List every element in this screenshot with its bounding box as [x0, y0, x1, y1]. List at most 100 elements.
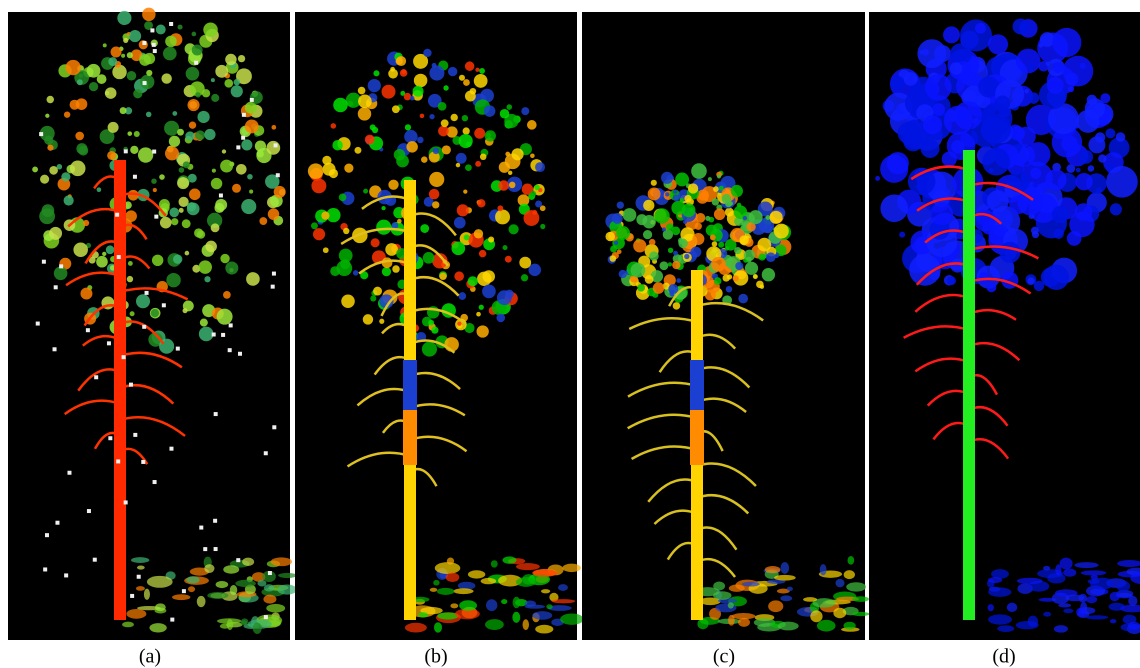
ground-point [848, 556, 855, 565]
crown-point [197, 111, 209, 123]
crown-point [753, 274, 758, 279]
crown-point [1010, 126, 1025, 141]
crown-point [943, 26, 960, 43]
crown-point [456, 163, 460, 167]
crown-point [983, 78, 988, 83]
crown-point [195, 130, 205, 140]
crown-point [185, 131, 194, 140]
crown-point [220, 254, 229, 263]
crown-point [136, 294, 150, 308]
crown-point [429, 172, 444, 187]
crown-point [714, 277, 722, 285]
crown-point [616, 226, 630, 240]
ground-point [1028, 616, 1038, 627]
crown-point [80, 288, 92, 300]
crown-point [745, 262, 758, 275]
ground-point [502, 556, 516, 563]
crown-point [151, 309, 159, 317]
marker-point [39, 132, 43, 136]
crown-point [999, 242, 1020, 263]
crown-point [1068, 86, 1074, 92]
crown-point [204, 129, 215, 140]
ground-point [405, 623, 427, 633]
crown-point [605, 232, 615, 242]
crown-point [482, 285, 496, 299]
crown-point [479, 305, 484, 310]
crown-point [880, 155, 908, 183]
crown-point [743, 216, 747, 220]
marker-point [236, 558, 240, 562]
crown-point [57, 164, 63, 170]
crown-point [668, 262, 672, 266]
marker-point [86, 328, 90, 332]
crown-point [183, 308, 188, 313]
crown-point [502, 245, 507, 250]
crown-point [535, 162, 545, 172]
crown-point [880, 194, 908, 222]
crown-point [719, 186, 724, 191]
crown-point [1028, 92, 1039, 103]
crown-point [614, 241, 618, 245]
crown-point [142, 8, 155, 21]
crown-point [923, 115, 942, 134]
crown-point [127, 52, 133, 58]
crown-point [530, 153, 535, 158]
ground-point [468, 570, 485, 578]
ground-point [852, 612, 869, 616]
marker-point [213, 519, 217, 523]
crown-point [396, 57, 403, 64]
crown-point [370, 296, 376, 302]
crown-point [211, 223, 220, 232]
ground-point [1079, 594, 1088, 603]
crown-point [462, 115, 468, 121]
marker-point [36, 322, 40, 326]
crown-point [64, 111, 70, 117]
crown-point [932, 103, 945, 116]
crown-point [509, 182, 516, 189]
crown-point [711, 257, 726, 272]
ground-point [525, 600, 536, 606]
crown-point [1105, 128, 1115, 138]
crown-point [1088, 165, 1095, 172]
crown-point [497, 205, 503, 211]
ground-point [713, 591, 731, 600]
crown-point [32, 166, 38, 172]
crown-point [433, 148, 439, 154]
crown-point [749, 210, 763, 224]
crown-point [189, 189, 201, 201]
crown-point [105, 87, 117, 99]
ground-point [137, 566, 145, 570]
crown-point [121, 54, 125, 58]
marker-point [271, 285, 275, 289]
crown-point [633, 239, 646, 252]
crown-point [1116, 132, 1126, 142]
crown-point [203, 22, 218, 37]
ground-point [843, 622, 855, 630]
crown-point [47, 96, 54, 103]
crown-point [127, 276, 133, 282]
ground-point [131, 557, 149, 563]
crown-point [234, 79, 240, 85]
crown-point [311, 178, 326, 193]
crown-point [171, 218, 178, 225]
crown-point [474, 128, 485, 139]
crown-point [224, 79, 233, 88]
ground-point [988, 604, 994, 611]
ground-point [235, 580, 256, 587]
crown-point [40, 175, 49, 184]
crown-point [443, 85, 448, 90]
crown-point [87, 64, 101, 78]
ground-point [1063, 569, 1076, 577]
ground-point [1043, 566, 1050, 571]
marker-point [116, 459, 120, 463]
marker-point [264, 615, 268, 619]
crown-point [474, 229, 483, 238]
crown-point [79, 74, 83, 78]
crown-point [211, 94, 219, 102]
ground-point [277, 584, 296, 594]
marker-point [137, 575, 141, 579]
marker-point [203, 547, 207, 551]
ground-point [558, 584, 568, 591]
crown-point [619, 270, 627, 278]
ground-point [207, 592, 228, 599]
